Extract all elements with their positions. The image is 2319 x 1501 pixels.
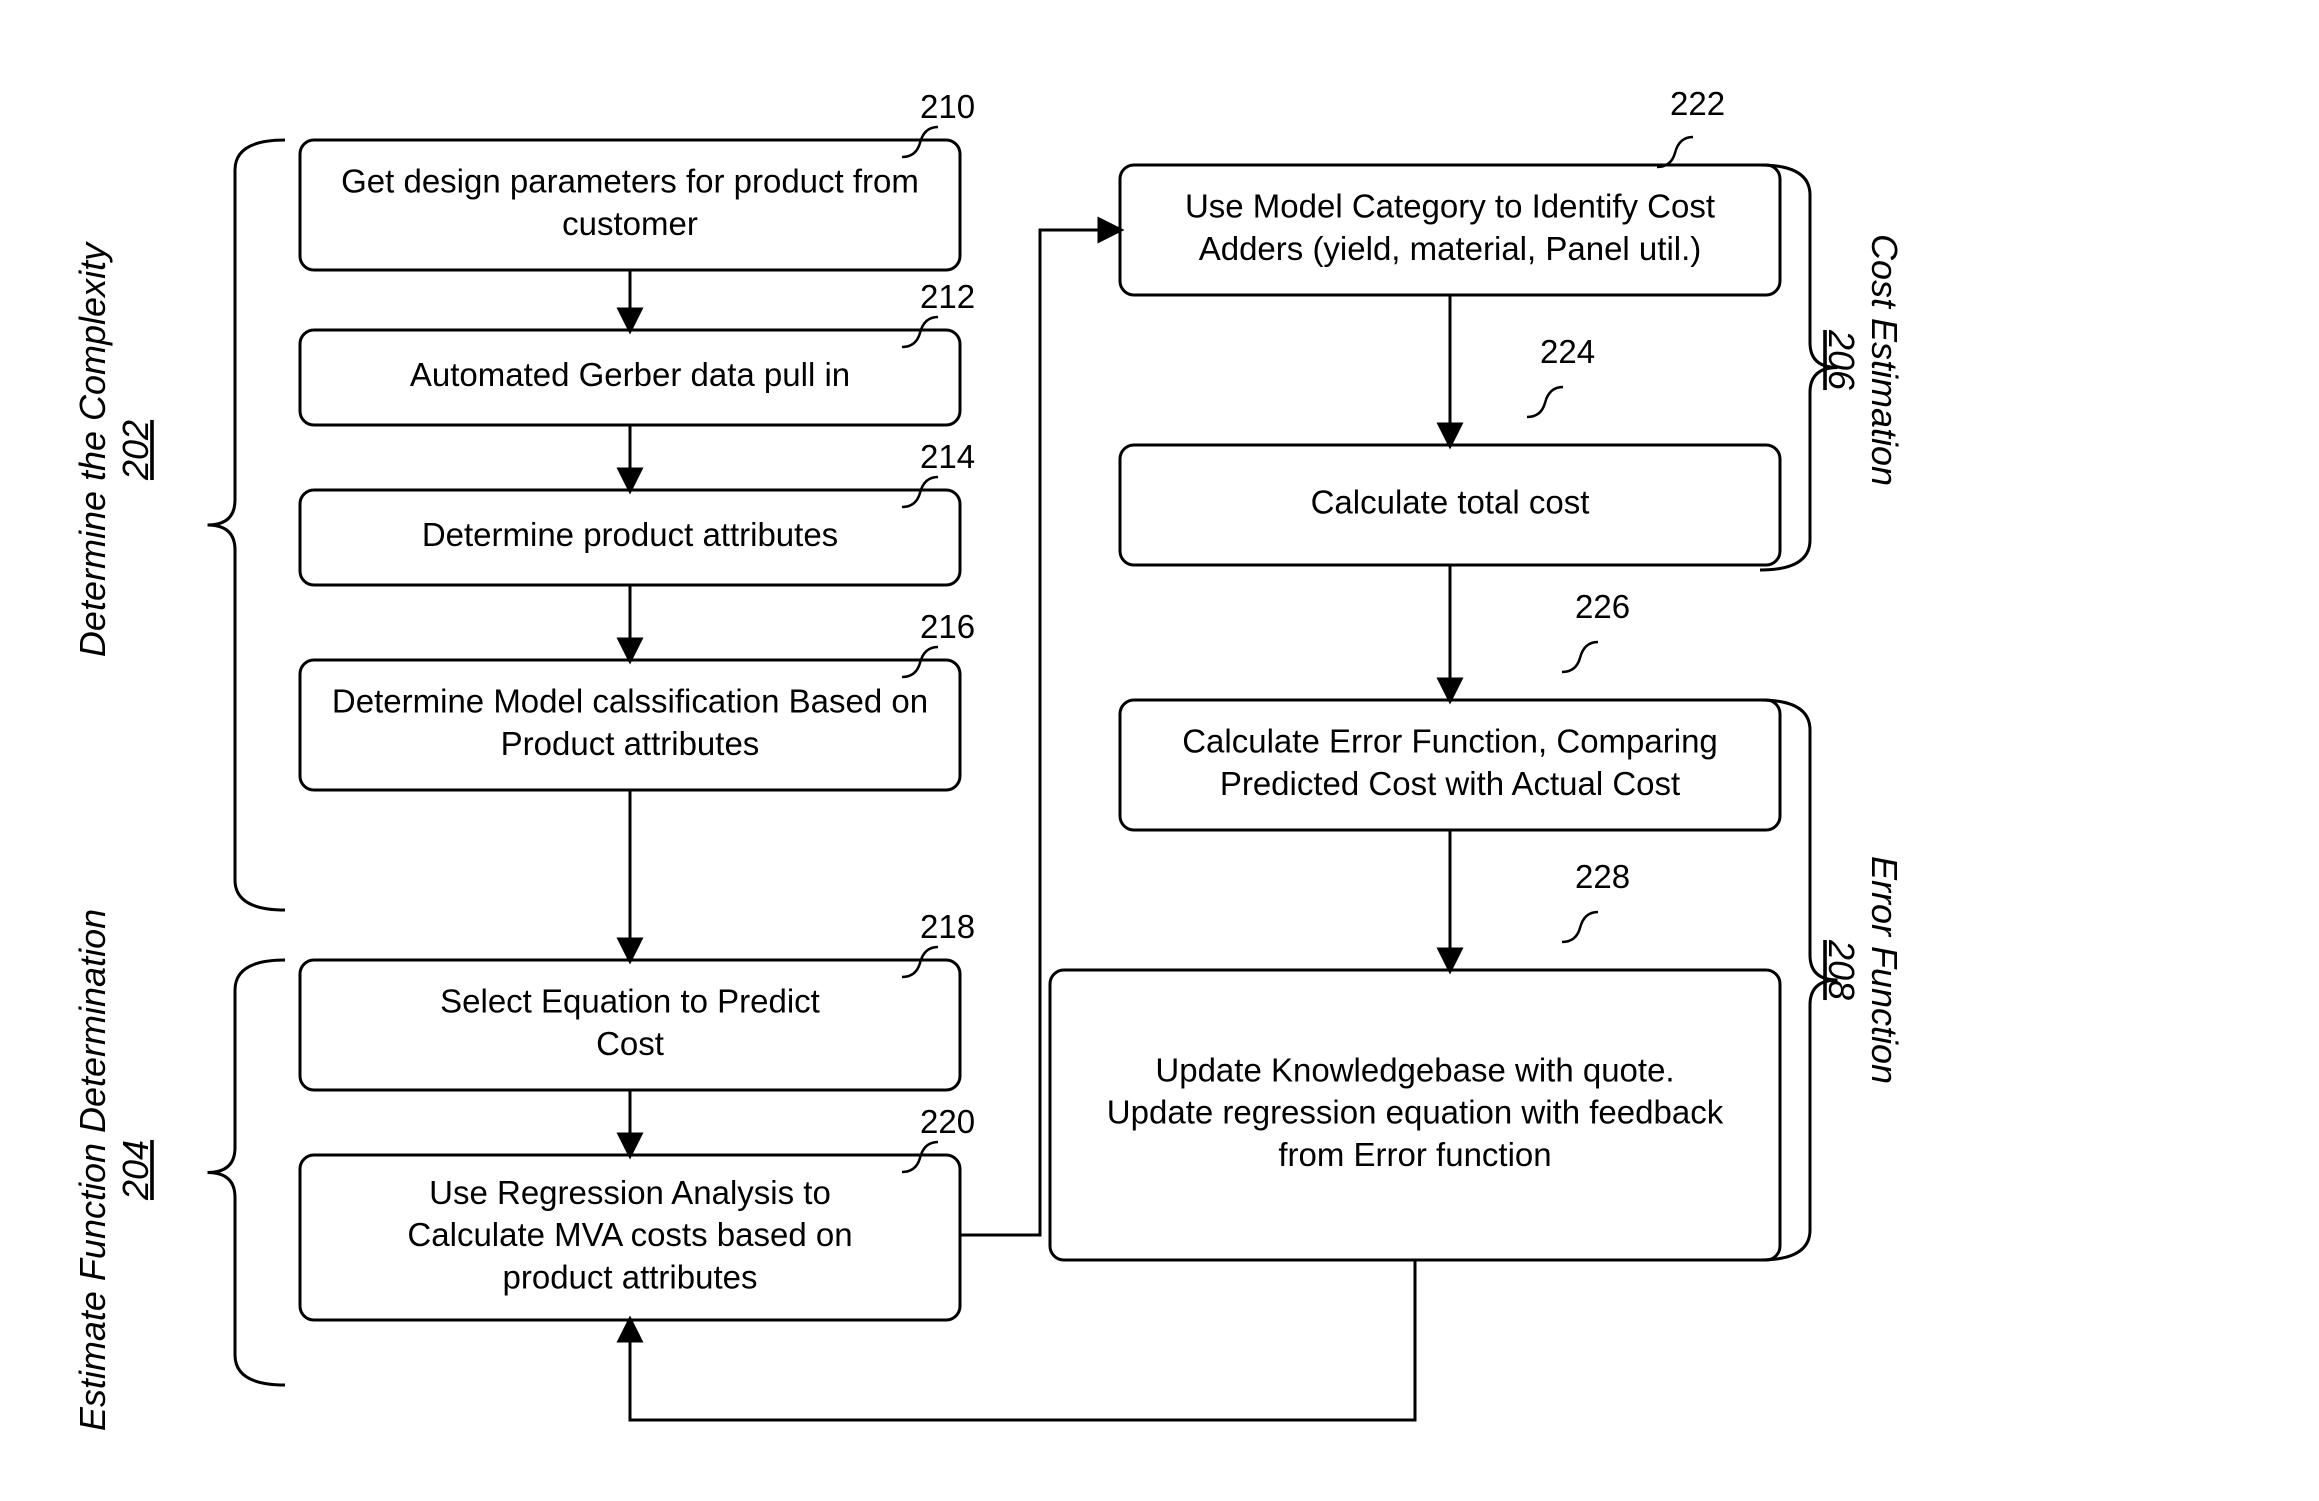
ref-tick (1562, 912, 1598, 942)
node-number: 228 (1575, 858, 1630, 895)
section-label-group: Error Function208 (1821, 856, 1905, 1084)
section-204: Estimate Function Determination204 (72, 909, 285, 1431)
flow-node-212: Automated Gerber data pull in 212 (300, 278, 975, 425)
section-number: 206 (1821, 329, 1862, 391)
section-208: Error Function208 (1760, 700, 1905, 1260)
node-text: Get design parameters for product from (341, 163, 919, 200)
node-text: Update regression equation with feedback (1107, 1094, 1724, 1131)
node-text: Calculate MVA costs based on (407, 1216, 852, 1253)
node-number: 218 (920, 908, 975, 945)
node-text: product attributes (503, 1258, 758, 1295)
node-text: Calculate Error Function, Comparing (1182, 723, 1718, 760)
section-label: Cost Estimation (1864, 234, 1905, 486)
node-number: 220 (920, 1103, 975, 1140)
node-text: Adders (yield, material, Panel util.) (1199, 230, 1702, 267)
section-label-group: Estimate Function Determination204 (72, 909, 156, 1431)
section-number: 202 (115, 420, 156, 481)
node-text: Select Equation to Predict (440, 983, 820, 1020)
flow-node-220: Use Regression Analysis to Calculate MVA … (300, 1103, 975, 1320)
section-number: 208 (1821, 939, 1862, 1000)
node-text: Cost (596, 1025, 664, 1062)
node-text: Use Regression Analysis to (429, 1174, 831, 1211)
ref-tick (1657, 137, 1693, 167)
node-number: 214 (920, 438, 975, 475)
node-text: customer (562, 205, 698, 242)
node-text: Automated Gerber data pull in (410, 356, 850, 393)
ref-tick (1562, 642, 1598, 672)
flow-node-210: Get design parameters for product from cu… (300, 88, 975, 270)
node-text: Predicted Cost with Actual Cost (1220, 765, 1680, 802)
brace (208, 960, 286, 1385)
section-label: Error Function (1864, 856, 1905, 1084)
flow-node-218: Select Equation to Predict Cost 218 (300, 908, 975, 1090)
node-text: from Error function (1278, 1136, 1551, 1173)
section-label-group: Cost Estimation206 (1821, 234, 1905, 486)
node-text: Product attributes (501, 725, 760, 762)
node-number: 216 (920, 608, 975, 645)
node-number: 212 (920, 278, 975, 315)
section-label: Determine the Complexity (72, 241, 113, 657)
section-206: Cost Estimation206 (1760, 165, 1905, 570)
flow-node-214: Determine product attributes 214 (300, 438, 975, 585)
node-number: 226 (1575, 588, 1630, 625)
section-number: 204 (115, 1140, 156, 1201)
ref-tick (1527, 387, 1563, 417)
flow-node-216: Determine Model calssification Based on P… (300, 608, 975, 790)
node-number: 224 (1540, 333, 1595, 370)
node-number: 222 (1670, 85, 1725, 122)
node-text: Determine product attributes (422, 516, 838, 553)
node-text: Calculate total cost (1311, 484, 1590, 521)
node-text: Determine Model calssification Based on (332, 683, 928, 720)
flow-node-222: Use Model Category to Identify Cost Adder… (1120, 85, 1780, 295)
node-text: Update Knowledgebase with quote. (1155, 1051, 1674, 1088)
node-text: Use Model Category to Identify Cost (1185, 188, 1715, 225)
node-number: 210 (920, 88, 975, 125)
section-202: Determine the Complexity202 (72, 140, 285, 910)
section-label: Estimate Function Determination (72, 909, 113, 1431)
brace (208, 140, 286, 910)
section-label-group: Determine the Complexity202 (72, 241, 156, 657)
flow-node-228: Update Knowledgebase with quote. Update r… (1050, 858, 1780, 1260)
